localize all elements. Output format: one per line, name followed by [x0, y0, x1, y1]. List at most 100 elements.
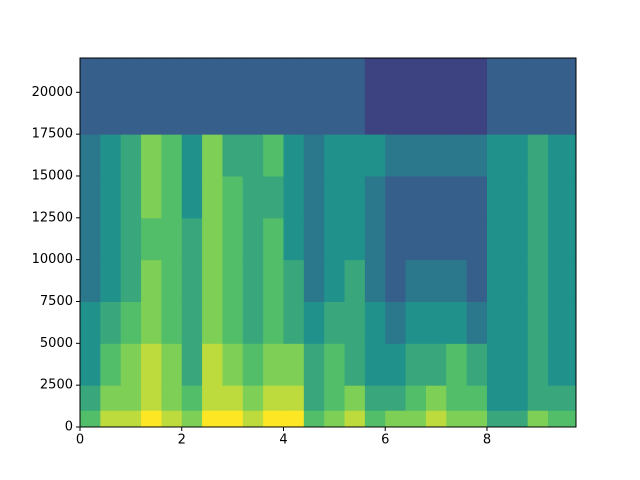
spectrogram-cell — [425, 301, 447, 344]
spectrogram-cell — [242, 58, 264, 135]
spectrogram-cell — [80, 217, 101, 261]
spectrogram-cell — [80, 343, 101, 386]
spectrogram-cell — [181, 259, 203, 302]
y-tick-label: 2500 — [40, 378, 73, 393]
spectrogram-cell — [324, 343, 346, 386]
x-tick-label: 2 — [178, 433, 186, 448]
spectrogram-cell — [364, 134, 386, 177]
spectrogram-cell — [202, 385, 223, 411]
spectrogram-cell — [527, 301, 549, 344]
spectrogram-cell — [141, 385, 162, 411]
spectrogram-cell — [100, 343, 122, 386]
spectrogram-cell — [344, 175, 366, 219]
spectrogram-cell — [344, 301, 366, 344]
spectrogram-cell — [466, 175, 488, 219]
spectrogram-cell — [303, 385, 325, 411]
spectrogram-cell — [466, 58, 488, 135]
spectrogram-cell — [303, 343, 325, 386]
spectrogram-cell — [161, 343, 183, 386]
spectrogram-cell — [548, 385, 577, 411]
spectrogram-cell — [466, 259, 488, 302]
spectrogram-cell — [263, 343, 284, 386]
spectrogram-cell — [344, 343, 366, 386]
spectrogram-cell — [100, 301, 122, 344]
spectrogram-cell — [202, 217, 223, 261]
spectrogram-cell — [303, 301, 325, 344]
plot-frame — [79, 57, 577, 428]
spectrogram-cell — [405, 410, 427, 428]
spectrogram-cell — [446, 217, 468, 261]
spectrogram-cell — [466, 134, 488, 177]
spectrogram-cell — [324, 410, 346, 428]
spectrogram-cell — [242, 259, 264, 302]
spectrogram-cell — [181, 175, 203, 219]
spectrogram-cell — [405, 343, 427, 386]
spectrogram-cell — [446, 175, 468, 219]
spectrogram-cell — [100, 134, 122, 177]
spectrogram-cell — [446, 259, 468, 302]
spectrogram-cell — [344, 410, 366, 428]
spectrogram-cell — [527, 217, 549, 261]
spectrogram-cell — [100, 175, 122, 219]
spectrogram-cell — [263, 385, 284, 411]
spectrogram-cell — [425, 217, 447, 261]
spectrogram-cell — [486, 301, 508, 344]
spectrogram-cell — [548, 343, 577, 386]
spectrogram-cell — [466, 385, 488, 411]
spectrogram-cell — [181, 343, 203, 386]
spectrogram-cell — [324, 175, 346, 219]
spectrogram-cell — [222, 343, 244, 386]
spectrogram-cell — [263, 58, 284, 135]
spectrogram-cell — [120, 58, 142, 135]
spectrogram-cell — [141, 217, 162, 261]
spectrogram-cell — [405, 58, 427, 135]
spectrogram-cell — [405, 217, 427, 261]
spectrogram-cell — [527, 58, 549, 135]
y-tick-label: 15000 — [32, 168, 73, 183]
spectrogram-cell — [242, 217, 264, 261]
spectrogram-cell — [242, 343, 264, 386]
spectrogram-cell — [80, 58, 101, 135]
spectrogram-cell — [141, 343, 162, 386]
spectrogram-cell — [507, 301, 529, 344]
spectrogram-cell — [344, 217, 366, 261]
spectrogram-cell — [283, 385, 305, 411]
spectrogram-cell — [181, 301, 203, 344]
spectrogram-cell — [303, 217, 325, 261]
spectrogram-cell — [507, 259, 529, 302]
spectrogram-cell — [507, 410, 529, 428]
spectrogram-cell — [202, 259, 223, 302]
spectrogram-cell — [303, 134, 325, 177]
spectrogram-cell — [242, 385, 264, 411]
spectrogram-cell — [263, 259, 284, 302]
spectrogram-cell — [80, 175, 101, 219]
spectrogram-cell — [364, 385, 386, 411]
spectrogram-cell — [242, 175, 264, 219]
spectrogram-cell — [466, 301, 488, 344]
spectrogram-cell — [283, 134, 305, 177]
spectrogram-cell — [405, 301, 427, 344]
spectrogram-cell — [385, 58, 407, 135]
spectrogram-cell — [425, 58, 447, 135]
spectrogram-cell — [527, 410, 549, 428]
spectrogram-cell — [527, 385, 549, 411]
spectrogram-cell — [242, 410, 264, 428]
spectrogram-cell — [80, 259, 101, 302]
spectrogram-cell — [486, 217, 508, 261]
spectrogram-cell — [466, 410, 488, 428]
y-tick-label: 7500 — [40, 294, 73, 309]
y-tick-label: 12500 — [32, 210, 73, 225]
spectrogram-cell — [80, 301, 101, 344]
spectrogram-cell — [324, 217, 346, 261]
spectrogram-cell — [80, 134, 101, 177]
spectrogram-cell — [263, 410, 284, 428]
spectrogram-cell — [486, 259, 508, 302]
spectrogram-cell — [486, 58, 508, 135]
spectrogram-cell — [202, 58, 223, 135]
spectrogram-cell — [141, 259, 162, 302]
spectrogram-cell — [548, 58, 577, 135]
y-tick-label: 5000 — [40, 336, 73, 351]
spectrogram-cell — [385, 385, 407, 411]
spectrogram-cell — [263, 301, 284, 344]
